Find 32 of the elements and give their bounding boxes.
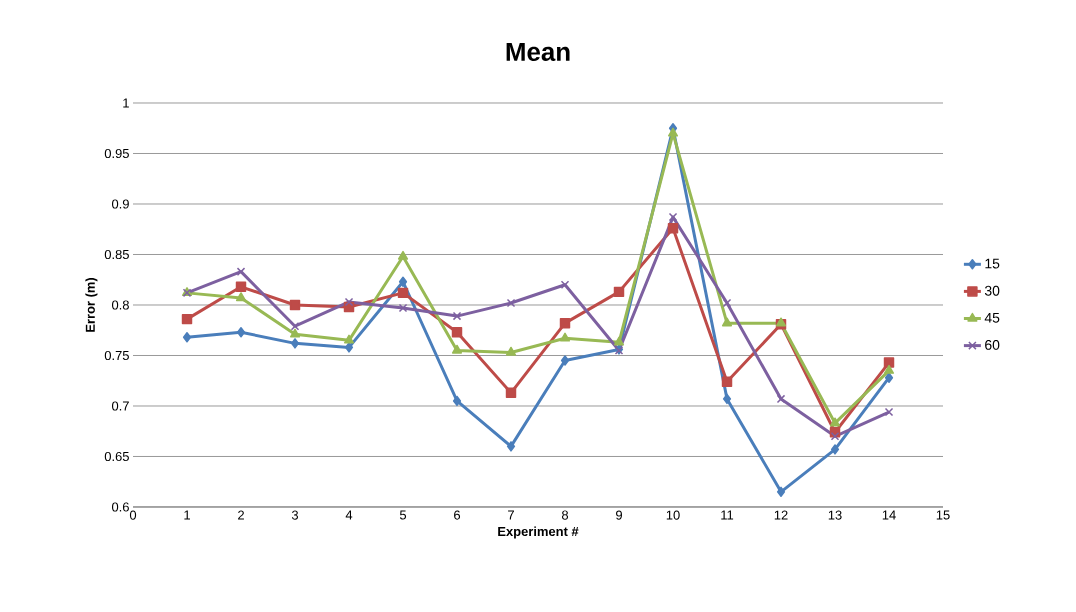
x-tick-label: 13 [828,510,842,520]
legend-label: 45 [984,312,1000,323]
x-tick-label: 5 [399,510,407,520]
y-tick-label: 0.85 [104,249,129,260]
x-tick-label: 2 [238,510,244,520]
y-tick-label: 0.8 [111,300,129,310]
y-tick-label: 0.6 [111,502,129,512]
x-tick-label: 8 [561,510,569,520]
y-tick-label: 0.95 [104,148,129,159]
x-tick-label: 7 [508,510,514,520]
y-tick-label: 0.9 [111,199,129,209]
x-tick-label: 6 [454,510,461,520]
y-tick-label: 1 [123,98,129,108]
x-tick-label: 14 [882,510,896,520]
x-tick-label: 3 [291,510,299,520]
x-tick-label: 15 [936,510,950,520]
x-tick-label: 12 [774,510,788,520]
x-axis-title: Experiment # [498,526,579,539]
x-tick-label: 1 [184,510,190,520]
legend-label: 15 [985,258,1000,269]
x-tick-label: 9 [616,510,622,520]
y-tick-label: 0.7 [111,401,129,411]
legend-label: 60 [985,339,1000,350]
x-tick-label: 11 [721,510,734,520]
x-tick-label: 4 [345,510,353,520]
y-axis-title: Error (m) [85,277,98,332]
x-tick-label: 10 [666,510,680,520]
legend-label: 30 [984,285,1000,296]
x-tick-label: 0 [129,510,137,520]
chart-title: Mean [506,42,570,62]
y-tick-label: 0.65 [104,451,129,462]
y-tick-label: 0.75 [104,350,129,361]
